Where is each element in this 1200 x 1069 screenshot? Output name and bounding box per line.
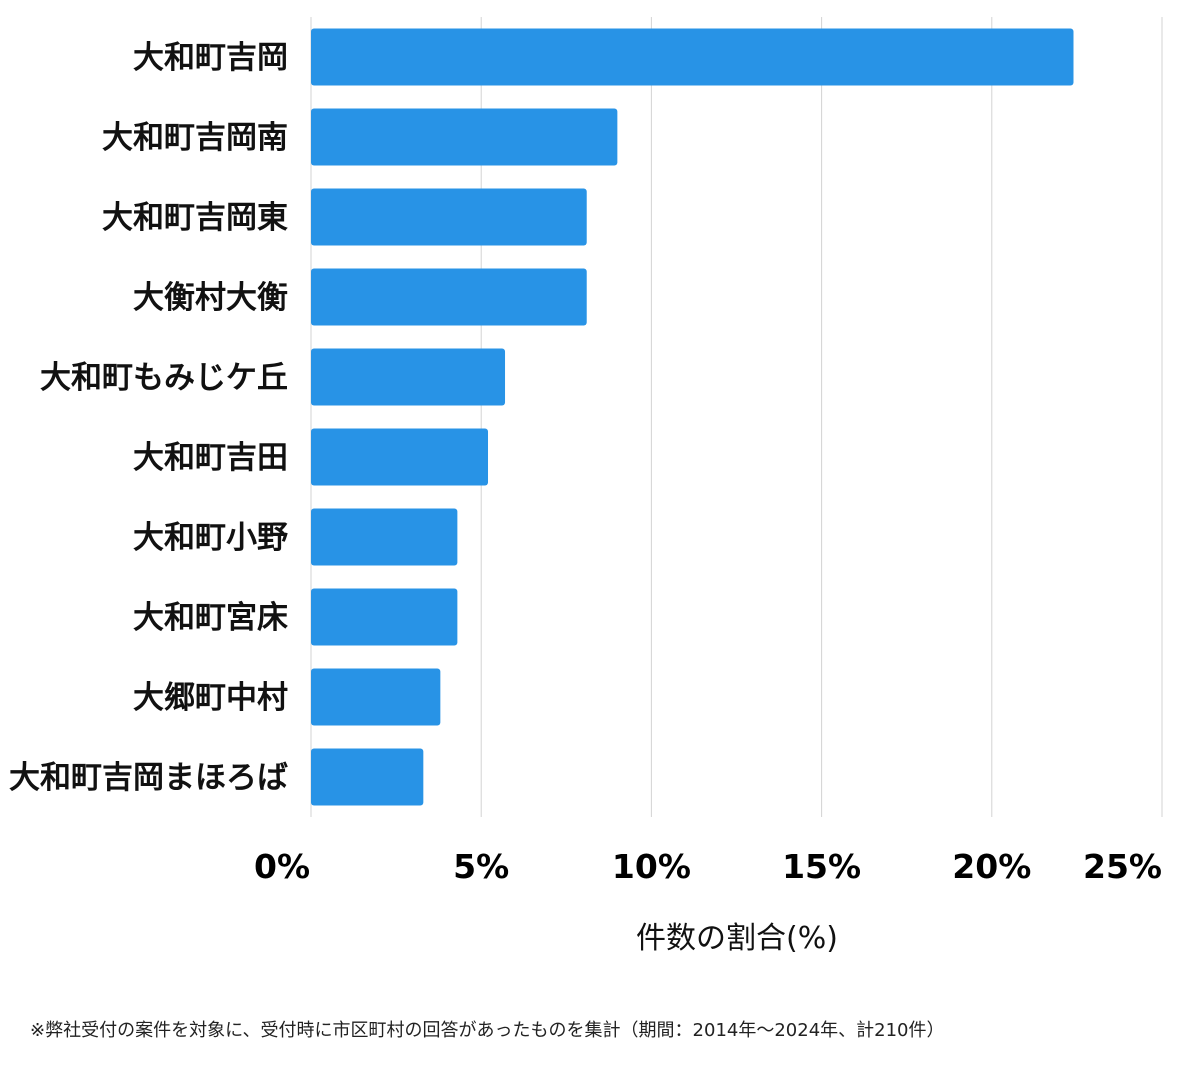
bar [311,668,441,726]
footnote: ※弊社受付の案件を対象に、受付時に市区町村の回答があったものを集計（期間：201… [30,1020,945,1041]
category-label: 大和町吉田 [133,440,288,476]
category-label: 大和町吉岡東 [102,200,288,236]
bar [311,508,458,566]
x-tick-label: 10% [612,847,691,886]
category-label: 大和町もみじケ丘 [40,360,288,396]
x-tick-label: 5% [453,847,509,886]
category-label: 大和町吉岡南 [102,120,288,156]
category-label: 大和町小野 [133,520,288,556]
x-tick-label: 15% [782,847,861,886]
bar [311,268,587,326]
bar [311,588,458,646]
category-label: 大和町宮床 [133,600,288,636]
category-label: 大郷町中村 [133,680,288,716]
x-axis-title: 件数の割合(%) [636,921,838,956]
bar [311,748,424,806]
bar [311,348,506,406]
x-tick-label: 25% [1083,847,1162,886]
category-labels: 大和町吉岡大和町吉岡南大和町吉岡東大衡村大衡大和町もみじケ丘大和町吉田大和町小野… [9,40,288,796]
category-label: 大和町吉岡 [133,40,288,76]
x-tick-label: 20% [952,847,1031,886]
x-tick-labels: 0% 5% 10% 15% 20% 25% [254,847,1162,886]
bar-chart: 大和町吉岡大和町吉岡南大和町吉岡東大衡村大衡大和町もみじケ丘大和町吉田大和町小野… [9,17,1163,956]
bar [311,428,489,486]
bar [311,108,618,166]
x-tick-label: 0% [254,847,310,886]
bar [311,28,1074,86]
category-label: 大衡村大衡 [133,280,288,316]
bar [311,188,587,246]
category-label: 大和町吉岡まほろば [9,760,288,796]
bars [311,28,1074,806]
